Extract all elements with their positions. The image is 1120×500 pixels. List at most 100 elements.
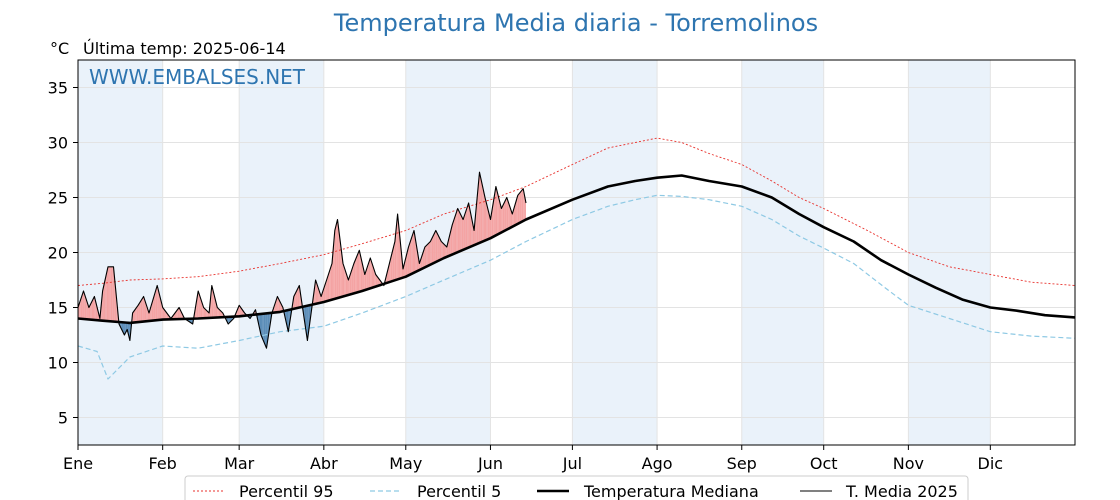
fill-above-median (88, 304, 91, 320)
fill-above-median (457, 208, 460, 253)
fill-above-median (108, 266, 110, 322)
fill-above-median (211, 285, 214, 318)
fill-above-median (103, 278, 106, 321)
fill-above-median (475, 201, 477, 245)
fill-above-median (487, 208, 490, 240)
fill-above-median (342, 263, 345, 297)
fill-above-median (446, 241, 449, 257)
y-tick-label: 25 (48, 189, 68, 208)
fill-above-median (295, 291, 297, 309)
x-tick-label-sep: Sep (727, 454, 757, 473)
legend-label-p95: Percentil 95 (239, 482, 334, 500)
fill-above-median (390, 252, 393, 282)
fill-above-median (203, 307, 206, 319)
fill-above-median (452, 220, 454, 255)
fill-above-median (327, 271, 330, 301)
fill-above-median (435, 230, 438, 263)
fill-above-median (359, 250, 361, 292)
x-tick-label-oct: Oct (810, 454, 838, 473)
fill-above-median (521, 188, 524, 222)
fill-above-median (371, 262, 374, 288)
fill-above-median (157, 285, 159, 321)
x-tick-label-may: May (389, 454, 422, 473)
fill-above-median (397, 214, 399, 280)
fill-above-median (403, 263, 405, 278)
legend-box (184, 475, 969, 500)
fill-above-median (106, 266, 109, 322)
fill-above-median (480, 178, 483, 243)
fill-above-median (411, 234, 413, 275)
fill-above-median (353, 260, 356, 294)
fill-above-median (239, 305, 241, 317)
x-tick-label-nov: Nov (893, 454, 924, 473)
x-tick-label-jul: Jul (562, 454, 582, 473)
fill-above-median (91, 299, 94, 320)
fill-above-median (450, 225, 453, 256)
fill-above-median (144, 300, 147, 322)
fill-above-median (154, 290, 156, 321)
fill-above-median (329, 267, 331, 301)
fill-above-median (352, 263, 354, 294)
fill-above-median (337, 219, 339, 299)
fill-above-median (368, 258, 371, 289)
fill-above-median (428, 241, 431, 266)
fill-above-median (218, 308, 221, 318)
fill-above-median (297, 285, 300, 308)
fill-above-median (505, 197, 507, 231)
fill-above-median (520, 190, 522, 223)
fill-above-median (296, 288, 298, 309)
fill-above-median (456, 208, 458, 253)
fill-above-median (498, 197, 501, 234)
fill-above-median (83, 291, 85, 320)
fill-below-median (262, 313, 264, 342)
y-tick-label: 15 (48, 299, 68, 318)
fill-above-median (509, 205, 511, 229)
fill-above-median (459, 211, 461, 252)
fill-above-median (434, 230, 436, 263)
fill-above-median (344, 267, 346, 297)
x-tick-label-mar: Mar (224, 454, 255, 473)
fill-above-median (495, 186, 498, 236)
fill-above-median (501, 205, 503, 233)
fill-above-median (348, 275, 350, 295)
fill-above-median (392, 247, 394, 282)
fill-above-median (516, 195, 518, 225)
fill-above-median (357, 250, 360, 293)
fill-above-median (431, 236, 434, 265)
x-tick-label-feb: Feb (149, 454, 177, 473)
fill-above-median (423, 247, 425, 269)
legend-label-median: Temperatura Mediana (583, 482, 759, 500)
fill-above-median (486, 203, 488, 240)
fill-above-median (493, 194, 495, 237)
x-tick-label-ago: Ago (642, 454, 673, 473)
fill-above-median (336, 219, 338, 299)
fill-above-median (330, 263, 333, 301)
fill-above-median (409, 238, 412, 275)
x-tick-label-jun: Jun (477, 454, 503, 473)
fill-above-median (464, 211, 466, 250)
fill-above-median (84, 295, 87, 320)
series-line-media2025 (77, 171, 527, 349)
fill-above-median (362, 262, 364, 291)
fill-above-median (396, 214, 398, 280)
fill-above-median (206, 310, 208, 319)
fill-above-median (205, 308, 207, 319)
x-tick-label-ene: Ene (63, 454, 93, 473)
fill-above-median (198, 291, 200, 319)
fill-above-median (112, 266, 114, 322)
fill-above-median (110, 266, 113, 322)
fill-above-median (482, 184, 484, 242)
fill-above-median (364, 270, 367, 291)
fill-above-median (135, 307, 137, 323)
fill-above-median (143, 296, 145, 322)
y-unit-label: °C (50, 39, 69, 58)
fill-below-median (304, 306, 307, 332)
y-tick-label: 10 (48, 354, 68, 373)
fill-above-median (326, 275, 328, 302)
fill-above-median (80, 295, 83, 319)
fill-above-median (460, 214, 462, 252)
fill-above-median (102, 284, 104, 321)
fill-above-median (86, 299, 88, 320)
fill-above-median (517, 193, 520, 224)
